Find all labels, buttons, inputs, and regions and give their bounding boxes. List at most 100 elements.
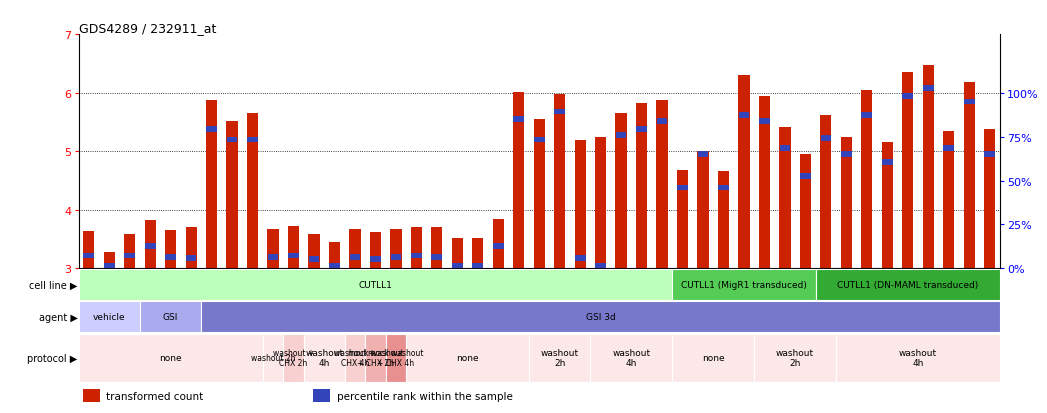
Bar bbox=[431, 255, 442, 261]
Text: GSI 3d: GSI 3d bbox=[585, 312, 616, 321]
Text: GDS4289 / 232911_at: GDS4289 / 232911_at bbox=[79, 22, 216, 35]
Bar bbox=[104, 263, 114, 269]
Text: protocol ▶: protocol ▶ bbox=[27, 353, 77, 363]
Text: CUTLL1 (DN-MAML transduced): CUTLL1 (DN-MAML transduced) bbox=[838, 280, 978, 289]
Text: percentile rank within the sample: percentile rank within the sample bbox=[336, 391, 512, 401]
Bar bbox=[370, 233, 381, 269]
Bar bbox=[83, 389, 99, 402]
Bar bbox=[125, 235, 135, 269]
Bar bbox=[406, 334, 529, 382]
Bar bbox=[575, 255, 585, 261]
Bar bbox=[616, 133, 626, 138]
Bar bbox=[738, 113, 750, 119]
Bar bbox=[554, 95, 565, 269]
Text: washout
4h: washout 4h bbox=[305, 348, 343, 368]
Text: GSI: GSI bbox=[163, 312, 178, 321]
Bar bbox=[140, 301, 201, 332]
Text: mock washout
+ CHX 2h: mock washout + CHX 2h bbox=[348, 348, 403, 368]
Bar bbox=[816, 269, 1000, 300]
Bar bbox=[534, 120, 544, 269]
Text: vehicle: vehicle bbox=[93, 312, 126, 321]
Text: washout +
CHX 4h: washout + CHX 4h bbox=[334, 348, 376, 368]
Bar bbox=[800, 173, 810, 179]
Text: cell line ▶: cell line ▶ bbox=[29, 280, 77, 290]
Bar bbox=[759, 119, 770, 124]
Bar bbox=[513, 93, 525, 269]
Bar bbox=[451, 238, 463, 269]
Bar bbox=[79, 269, 672, 300]
Bar bbox=[637, 127, 647, 133]
Bar bbox=[125, 253, 135, 259]
Text: none: none bbox=[159, 353, 182, 362]
Bar bbox=[206, 100, 217, 269]
Bar bbox=[288, 253, 298, 259]
Bar bbox=[144, 244, 156, 249]
Bar bbox=[304, 334, 344, 382]
Bar bbox=[963, 83, 975, 269]
Bar bbox=[185, 255, 197, 261]
Bar bbox=[903, 73, 913, 269]
Text: washout
2h: washout 2h bbox=[776, 348, 815, 368]
Bar bbox=[268, 255, 279, 261]
Text: washout 2h: washout 2h bbox=[251, 353, 295, 362]
Bar bbox=[882, 143, 893, 269]
Bar bbox=[575, 140, 585, 269]
Bar bbox=[754, 334, 837, 382]
Bar bbox=[837, 334, 1000, 382]
Bar bbox=[984, 130, 996, 269]
Bar bbox=[247, 137, 258, 143]
Bar bbox=[513, 117, 525, 123]
Bar bbox=[841, 137, 852, 269]
Bar bbox=[227, 137, 238, 143]
Bar bbox=[472, 238, 484, 269]
Bar bbox=[226, 121, 238, 269]
Bar bbox=[104, 252, 115, 269]
Bar bbox=[206, 127, 217, 133]
Bar bbox=[411, 253, 422, 259]
Bar bbox=[656, 100, 668, 269]
Bar bbox=[84, 253, 94, 259]
Bar bbox=[862, 113, 872, 119]
Bar bbox=[329, 242, 340, 269]
Bar bbox=[595, 137, 606, 269]
Bar bbox=[267, 229, 279, 269]
Bar bbox=[79, 301, 140, 332]
Bar bbox=[493, 219, 504, 269]
Bar bbox=[554, 109, 565, 115]
Bar bbox=[391, 255, 401, 261]
Text: washout
2h: washout 2h bbox=[540, 348, 579, 368]
Bar bbox=[591, 334, 672, 382]
Bar bbox=[247, 114, 259, 269]
Bar bbox=[452, 263, 463, 269]
Bar bbox=[165, 231, 176, 269]
Bar bbox=[759, 96, 770, 269]
Bar bbox=[697, 152, 709, 269]
Text: none: none bbox=[701, 353, 725, 362]
Bar bbox=[616, 114, 627, 269]
Text: mock washout
+ CHX 4h: mock washout + CHX 4h bbox=[369, 348, 424, 368]
Bar bbox=[820, 116, 831, 269]
Bar bbox=[964, 100, 975, 105]
Text: CUTLL1 (MigR1 transduced): CUTLL1 (MigR1 transduced) bbox=[681, 280, 807, 289]
Text: none: none bbox=[456, 353, 478, 362]
Bar bbox=[779, 127, 790, 269]
Bar bbox=[391, 229, 401, 269]
Bar bbox=[672, 269, 816, 300]
Bar bbox=[943, 131, 954, 269]
Bar bbox=[344, 334, 365, 382]
Bar bbox=[385, 334, 406, 382]
Text: washout
4h: washout 4h bbox=[612, 348, 650, 368]
Bar bbox=[596, 263, 606, 269]
Bar bbox=[780, 146, 790, 152]
Bar bbox=[365, 334, 385, 382]
Bar bbox=[410, 228, 422, 269]
Bar bbox=[672, 334, 754, 382]
Bar bbox=[718, 185, 729, 191]
Bar bbox=[821, 136, 831, 142]
Bar bbox=[313, 389, 330, 402]
Bar bbox=[862, 90, 872, 269]
Bar bbox=[185, 228, 197, 269]
Bar bbox=[534, 137, 544, 143]
Bar bbox=[529, 334, 591, 382]
Text: washout
4h: washout 4h bbox=[899, 348, 937, 368]
